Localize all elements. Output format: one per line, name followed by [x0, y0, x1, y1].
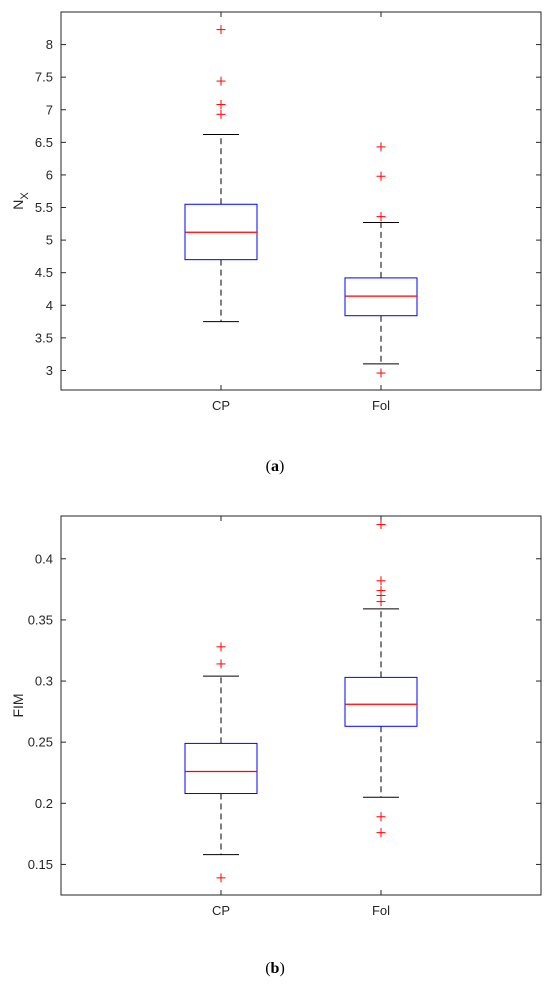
- y-tick-label: 5.5: [35, 200, 53, 215]
- y-axis-title-main: FIM: [10, 693, 26, 717]
- y-axis-title: NX: [10, 192, 31, 210]
- outlier-cp: [216, 873, 226, 883]
- y-axis-title: FIM: [10, 693, 26, 717]
- outlier-cp: [216, 25, 226, 35]
- y-tick-label: 8: [46, 37, 53, 52]
- boxplot-panel-b: 0.15 0.2 0.25 0.3 0.35 0.4 CP Fol FIM (b): [0, 500, 550, 989]
- y-tick-label: 0.15: [28, 857, 53, 872]
- box-fol: [344, 277, 418, 317]
- y-tick-label: 0.35: [28, 612, 53, 627]
- outlier-fol: [376, 586, 386, 596]
- y-tick-label: 5: [46, 233, 53, 248]
- outlier-cp: [216, 76, 226, 86]
- outlier-fol: [376, 212, 386, 222]
- y-tick-label: 3: [46, 363, 53, 378]
- y-tick-label: 3.5: [35, 330, 53, 345]
- y-tick-label: 7: [46, 102, 53, 117]
- y-axis-title-main: N: [10, 200, 26, 210]
- outlier-fol: [376, 576, 386, 586]
- y-tick-label: 0.4: [35, 551, 53, 566]
- x-tick-label-fol: Fol: [372, 398, 390, 413]
- y-tick-label: 4: [46, 298, 53, 313]
- axes-frame: [60, 515, 542, 896]
- outlier-fol: [376, 520, 386, 530]
- box-fol: [344, 676, 418, 727]
- outlier-cp: [216, 659, 226, 669]
- x-tick-label-cp: CP: [212, 398, 230, 413]
- outlier-fol: [376, 171, 386, 181]
- y-tick-label: 0.3: [35, 674, 53, 689]
- outlier-cp: [216, 109, 226, 119]
- boxplot-panel-a: 3 3.5 4 4.5 5 5.5 6 6.5 7 7.5 8 CP Fol NX (a): [0, 0, 550, 490]
- y-tick-label: 0.25: [28, 735, 53, 750]
- chart-b-svg: 0.15 0.2 0.25 0.3 0.35 0.4 CP Fol FIM: [10, 515, 542, 918]
- y-tick-label: 4.5: [35, 265, 53, 280]
- outlier-cp: [216, 642, 226, 652]
- chart-a-svg: 3 3.5 4 4.5 5 5.5 6 6.5 7 7.5 8 CP Fol NX: [10, 11, 542, 413]
- y-tick-label: 7.5: [35, 70, 53, 85]
- outlier-fol: [376, 828, 386, 838]
- y-tick-label: 0.2: [35, 796, 53, 811]
- outlier-fol: [376, 142, 386, 152]
- box-cp: [184, 742, 258, 795]
- axes-frame: [60, 11, 542, 391]
- outlier-cp: [216, 100, 226, 110]
- outlier-fol: [376, 368, 386, 378]
- caption-a-letter: a: [271, 458, 279, 475]
- x-tick-label-fol: Fol: [372, 903, 390, 918]
- y-tick-label: 6.5: [35, 135, 53, 150]
- x-tick-label-cp: CP: [212, 903, 230, 918]
- caption-b-letter: b: [270, 960, 280, 977]
- y-tick-label: 6: [46, 167, 53, 182]
- caption-b: (b): [265, 960, 285, 977]
- outlier-fol: [376, 812, 386, 822]
- y-axis-title-subscript: X: [19, 192, 31, 200]
- caption-a: (a): [265, 458, 285, 475]
